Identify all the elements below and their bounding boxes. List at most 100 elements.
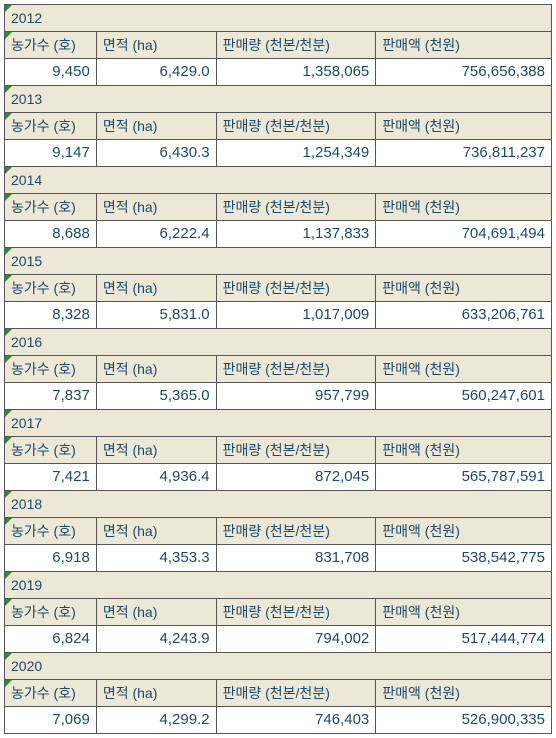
data-row: 9,1476,430.31,254,349736,811,237 — [5, 140, 552, 167]
cell-farms: 9,147 — [5, 140, 97, 167]
col-header-area: 면적 (ha) — [96, 113, 216, 140]
col-header-farms: 농가수 (호) — [5, 194, 97, 221]
col-header-area: 면적 (ha) — [96, 437, 216, 464]
data-row: 7,8375,365.0957,799560,247,601 — [5, 383, 552, 410]
col-header-farms: 농가수 (호) — [5, 356, 97, 383]
data-row: 8,3285,831.01,017,009633,206,761 — [5, 302, 552, 329]
cell-area: 6,429.0 — [96, 59, 216, 86]
column-header-row: 농가수 (호)면적 (ha)판매량 (천본/천분)판매액 (천원) — [5, 32, 552, 59]
year-row-spacer — [216, 410, 376, 437]
col-header-area: 면적 (ha) — [96, 275, 216, 302]
year-row: 2019 — [5, 572, 552, 599]
year-label: 2014 — [5, 167, 97, 194]
year-row: 2014 — [5, 167, 552, 194]
cell-area: 4,936.4 — [96, 464, 216, 491]
col-header-sales: 판매액 (천원) — [376, 437, 552, 464]
cell-area: 4,353.3 — [96, 545, 216, 572]
col-header-volume: 판매량 (천본/천분) — [216, 194, 376, 221]
year-row-spacer — [216, 248, 376, 275]
year-row-spacer — [376, 5, 552, 32]
col-header-sales: 판매액 (천원) — [376, 275, 552, 302]
year-row-spacer — [96, 491, 216, 518]
data-row: 6,9184,353.3831,708538,542,775 — [5, 545, 552, 572]
cell-farms: 7,421 — [5, 464, 97, 491]
col-header-sales: 판매액 (천원) — [376, 32, 552, 59]
col-header-farms: 농가수 (호) — [5, 113, 97, 140]
year-row-spacer — [96, 572, 216, 599]
year-row-spacer — [216, 491, 376, 518]
cell-farms: 8,328 — [5, 302, 97, 329]
year-row-spacer — [96, 653, 216, 680]
year-row-spacer — [96, 167, 216, 194]
col-header-sales: 판매액 (천원) — [376, 194, 552, 221]
data-row: 7,0694,299.2746,403526,900,335 — [5, 707, 552, 734]
year-row-spacer — [376, 248, 552, 275]
col-header-sales: 판매액 (천원) — [376, 113, 552, 140]
cell-farms: 6,824 — [5, 626, 97, 653]
year-label: 2018 — [5, 491, 97, 518]
data-row: 9,4506,429.01,358,065756,656,388 — [5, 59, 552, 86]
cell-farms: 6,918 — [5, 545, 97, 572]
year-row: 2020 — [5, 653, 552, 680]
cell-sales: 538,542,775 — [376, 545, 552, 572]
cell-sales: 633,206,761 — [376, 302, 552, 329]
year-row-spacer — [376, 167, 552, 194]
col-header-farms: 농가수 (호) — [5, 275, 97, 302]
column-header-row: 농가수 (호)면적 (ha)판매량 (천본/천분)판매액 (천원) — [5, 437, 552, 464]
year-row-spacer — [96, 329, 216, 356]
col-header-sales: 판매액 (천원) — [376, 518, 552, 545]
cell-volume: 831,708 — [216, 545, 376, 572]
col-header-volume: 판매량 (천본/천분) — [216, 113, 376, 140]
year-row-spacer — [96, 86, 216, 113]
year-label: 2016 — [5, 329, 97, 356]
col-header-volume: 판매량 (천본/천분) — [216, 437, 376, 464]
year-label: 2015 — [5, 248, 97, 275]
cell-volume: 1,254,349 — [216, 140, 376, 167]
col-header-volume: 판매량 (천본/천분) — [216, 680, 376, 707]
col-header-volume: 판매량 (천본/천분) — [216, 275, 376, 302]
cell-volume: 957,799 — [216, 383, 376, 410]
cell-area: 5,365.0 — [96, 383, 216, 410]
year-row-spacer — [376, 491, 552, 518]
cell-volume: 794,002 — [216, 626, 376, 653]
year-row: 2017 — [5, 410, 552, 437]
year-row-spacer — [96, 5, 216, 32]
cell-farms: 8,688 — [5, 221, 97, 248]
year-row-spacer — [376, 329, 552, 356]
cell-area: 5,831.0 — [96, 302, 216, 329]
cell-volume: 1,137,833 — [216, 221, 376, 248]
year-row-spacer — [376, 572, 552, 599]
year-row: 2016 — [5, 329, 552, 356]
year-row: 2015 — [5, 248, 552, 275]
cell-volume: 1,358,065 — [216, 59, 376, 86]
year-row-spacer — [216, 572, 376, 599]
column-header-row: 농가수 (호)면적 (ha)판매량 (천본/천분)판매액 (천원) — [5, 599, 552, 626]
col-header-farms: 농가수 (호) — [5, 32, 97, 59]
col-header-volume: 판매량 (천본/천분) — [216, 599, 376, 626]
column-header-row: 농가수 (호)면적 (ha)판매량 (천본/천분)판매액 (천원) — [5, 356, 552, 383]
yearly-stats-table: 2012농가수 (호)면적 (ha)판매량 (천본/천분)판매액 (천원)9,4… — [4, 4, 552, 734]
col-header-farms: 농가수 (호) — [5, 437, 97, 464]
col-header-volume: 판매량 (천본/천분) — [216, 32, 376, 59]
col-header-farms: 농가수 (호) — [5, 518, 97, 545]
col-header-farms: 농가수 (호) — [5, 599, 97, 626]
col-header-volume: 판매량 (천본/천분) — [216, 518, 376, 545]
year-row: 2012 — [5, 5, 552, 32]
cell-area: 6,430.3 — [96, 140, 216, 167]
column-header-row: 농가수 (호)면적 (ha)판매량 (천본/천분)판매액 (천원) — [5, 194, 552, 221]
cell-farms: 9,450 — [5, 59, 97, 86]
year-row-spacer — [216, 86, 376, 113]
cell-farms: 7,837 — [5, 383, 97, 410]
col-header-area: 면적 (ha) — [96, 32, 216, 59]
year-row-spacer — [216, 653, 376, 680]
col-header-area: 면적 (ha) — [96, 599, 216, 626]
cell-sales: 736,811,237 — [376, 140, 552, 167]
year-row-spacer — [216, 167, 376, 194]
col-header-sales: 판매액 (천원) — [376, 356, 552, 383]
year-row-spacer — [216, 329, 376, 356]
col-header-area: 면적 (ha) — [96, 680, 216, 707]
col-header-volume: 판매량 (천본/천분) — [216, 356, 376, 383]
cell-area: 4,299.2 — [96, 707, 216, 734]
col-header-sales: 판매액 (천원) — [376, 599, 552, 626]
year-row-spacer — [376, 410, 552, 437]
